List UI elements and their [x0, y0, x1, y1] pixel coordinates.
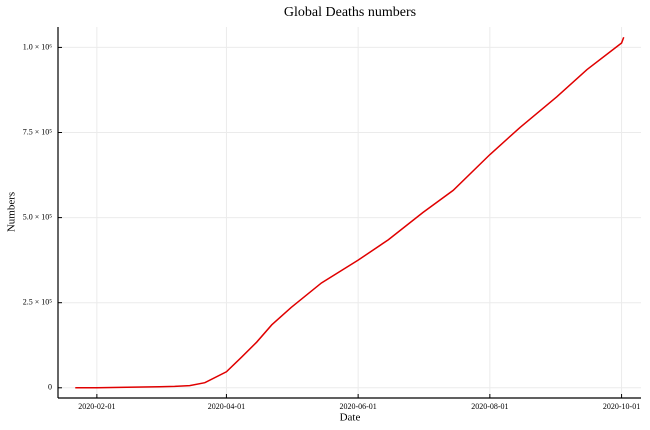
- y-tick-label: 7.5 × 10⁵: [23, 127, 53, 136]
- data-line: [75, 36, 625, 389]
- y-tick-label: 1.0 × 10⁶: [23, 42, 53, 51]
- x-tick-label: 2020-04-01: [208, 402, 245, 411]
- x-tick-label: 2020-02-01: [78, 402, 115, 411]
- y-tick-label: 0: [48, 383, 52, 392]
- chart-title: Global Deaths numbers: [284, 5, 416, 20]
- x-tick-label: 2020-10-01: [603, 402, 640, 411]
- x-tick-label: 2020-06-01: [339, 402, 376, 411]
- y-tick-label: 2.5 × 10⁵: [23, 298, 53, 307]
- y-tick-label: 5.0 × 10⁵: [23, 212, 53, 221]
- y-axis-label: Numbers: [6, 192, 18, 232]
- x-tick-label: 2020-08-01: [471, 402, 508, 411]
- x-axis-label: Date: [340, 412, 361, 424]
